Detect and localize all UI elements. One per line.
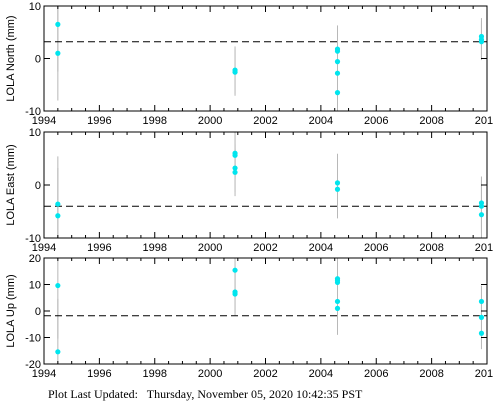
y-tick-label: 10 (29, 1, 41, 13)
data-point (55, 349, 61, 355)
data-point (478, 212, 485, 218)
y-tick-label: 10 (29, 280, 41, 292)
x-tick-label: 2000 (198, 368, 222, 380)
data-point (55, 282, 61, 289)
y-axis-label: LOLA North (mm) (5, 15, 17, 101)
x-tick-label: 2002 (253, 115, 277, 127)
x-tick-label: 2006 (364, 368, 388, 380)
data-point (232, 291, 238, 297)
plot-frame (43, 131, 488, 239)
x-tick-label: 1996 (87, 368, 111, 380)
x-tick-label: 1996 (87, 115, 111, 127)
x-tick-label: 2004 (309, 242, 333, 254)
x-tick-label: 2004 (309, 115, 333, 127)
data-point (478, 330, 485, 336)
data-point (334, 70, 341, 76)
x-tick-label: 1994 (32, 368, 56, 380)
x-tick-label: 1998 (143, 242, 167, 254)
plot-last-updated: Plot Last Updated: Thursday, November 05… (48, 387, 362, 402)
x-tick-label: 1998 (143, 115, 167, 127)
y-tick-label: -20 (25, 359, 41, 371)
data-point (334, 298, 341, 305)
x-tick-label: 2008 (419, 242, 443, 254)
data-point (478, 203, 485, 209)
data-point (55, 50, 61, 56)
x-tick-label: 2008 (419, 115, 443, 127)
y-tick-label: 0 (35, 180, 41, 192)
y-axis-label: LOLA East (mm) (5, 144, 17, 225)
data-point (478, 314, 485, 320)
data-point (478, 298, 485, 305)
plot-frame (43, 5, 488, 112)
x-tick-label: 2002 (253, 368, 277, 380)
y-tick-label: -10 (25, 333, 41, 345)
x-tick-label: 2000 (198, 242, 222, 254)
data-point (55, 213, 61, 219)
x-tick-label: 2004 (309, 368, 333, 380)
x-tick-label: 2006 (364, 115, 388, 127)
data-point (55, 21, 61, 27)
footer-label: Plot Last Updated: (48, 387, 138, 401)
x-tick-label: 2000 (198, 115, 222, 127)
y-tick-label: -10 (25, 233, 41, 245)
data-point (232, 169, 238, 175)
data-point (232, 165, 238, 171)
y-tick-label: 20 (29, 253, 41, 265)
y-tick-label: 0 (35, 54, 41, 66)
y-tick-label: 10 (29, 127, 41, 139)
data-point (334, 180, 341, 186)
data-point (478, 39, 485, 45)
data-point (334, 48, 341, 54)
data-point (334, 59, 341, 65)
x-tick-label: 2008 (419, 368, 443, 380)
x-tick-label: 2002 (253, 242, 277, 254)
y-tick-label: -10 (25, 106, 41, 118)
data-point (232, 152, 238, 158)
data-point (334, 305, 341, 311)
x-tick-label: 1998 (143, 368, 167, 380)
x-tick-label: 2006 (364, 242, 388, 254)
x-tick-label: 1996 (87, 242, 111, 254)
x-tick-label: 1994 (32, 242, 56, 254)
y-axis-label: LOLA Up (mm) (5, 274, 17, 347)
data-point (232, 69, 238, 75)
x-tick-label: 1994 (32, 115, 56, 127)
plot-frame (43, 257, 488, 365)
y-tick-label: 0 (35, 306, 41, 318)
footer-timestamp: Thursday, November 05, 2020 10:42:35 PST (146, 387, 363, 401)
data-point (334, 279, 341, 285)
data-point (334, 90, 341, 96)
data-point (334, 186, 341, 192)
data-point (55, 201, 61, 207)
data-point (232, 267, 238, 273)
